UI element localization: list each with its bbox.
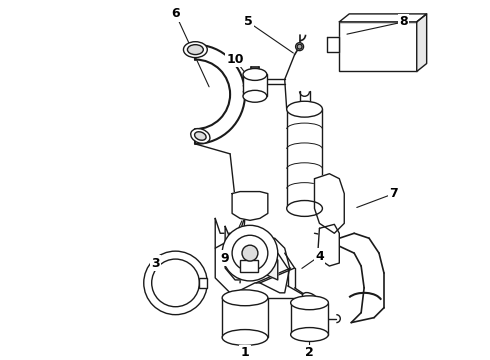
Polygon shape (318, 224, 339, 266)
Ellipse shape (183, 42, 207, 58)
Polygon shape (339, 14, 427, 22)
Ellipse shape (287, 201, 322, 216)
Bar (339, 22, 416, 72)
Bar (199, 278, 207, 288)
Circle shape (222, 225, 278, 281)
Text: 2: 2 (305, 346, 314, 359)
Ellipse shape (222, 290, 268, 306)
Ellipse shape (291, 328, 328, 342)
Polygon shape (315, 174, 344, 233)
Polygon shape (225, 226, 278, 280)
Circle shape (295, 43, 304, 51)
Polygon shape (327, 37, 339, 51)
Text: 4: 4 (315, 249, 324, 262)
Ellipse shape (291, 296, 328, 310)
Polygon shape (232, 192, 268, 220)
Ellipse shape (222, 329, 268, 346)
Circle shape (242, 245, 258, 261)
Bar (222, 298, 268, 337)
Ellipse shape (302, 293, 318, 305)
Ellipse shape (287, 101, 322, 117)
Polygon shape (416, 14, 427, 72)
Text: 9: 9 (221, 252, 229, 265)
Text: 5: 5 (244, 15, 252, 28)
Circle shape (232, 235, 268, 271)
Circle shape (152, 259, 199, 307)
Ellipse shape (191, 129, 210, 143)
Ellipse shape (243, 90, 267, 102)
Text: 8: 8 (399, 15, 408, 28)
Ellipse shape (195, 132, 206, 140)
Bar (240, 260, 258, 272)
Bar (243, 75, 267, 96)
Circle shape (297, 44, 302, 49)
Text: 7: 7 (390, 187, 398, 200)
Text: 10: 10 (226, 53, 244, 66)
Ellipse shape (188, 45, 203, 55)
Polygon shape (215, 219, 290, 293)
Circle shape (144, 251, 207, 315)
Bar (291, 303, 328, 334)
Text: 1: 1 (241, 346, 249, 359)
Ellipse shape (243, 68, 267, 80)
Text: 3: 3 (151, 257, 160, 270)
Text: 6: 6 (171, 8, 180, 21)
